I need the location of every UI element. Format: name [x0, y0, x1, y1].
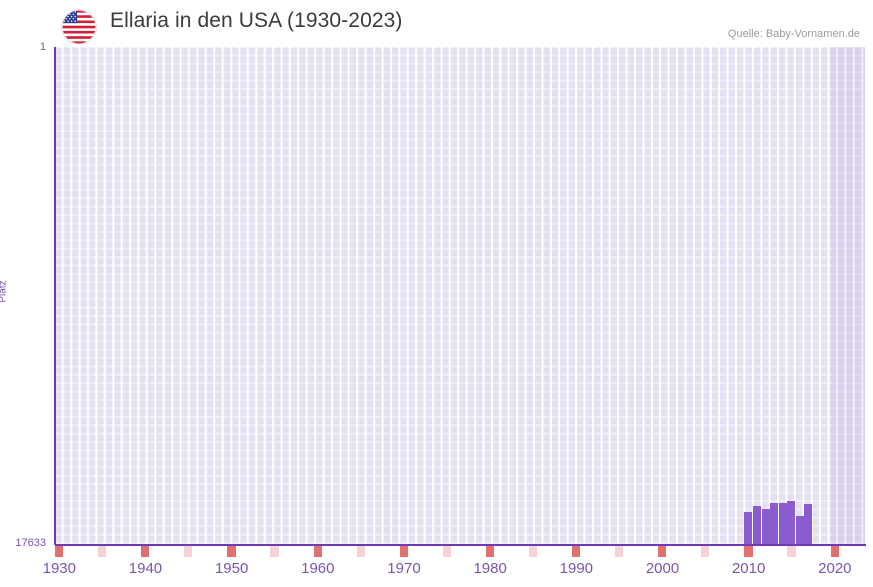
x-tick-1965 — [356, 546, 365, 557]
x-tick-1960 — [313, 546, 322, 557]
bar-2022[interactable] — [804, 504, 812, 545]
x-tick-2015 — [787, 546, 796, 557]
x-tick-1930 — [55, 546, 64, 557]
x-tick-1980 — [485, 546, 495, 557]
x-axis-label-2010: 2010 — [731, 560, 766, 577]
bar-2021[interactable] — [796, 516, 804, 545]
bar-series — [55, 47, 865, 545]
y-axis-bottom-label: 17633 — [15, 537, 46, 549]
x-tick-1995 — [615, 546, 624, 557]
y-axis-top-label: 1 — [39, 41, 46, 53]
x-axis-line — [55, 544, 866, 546]
bar-2016[interactable] — [753, 506, 761, 545]
x-axis-label-1930: 1930 — [42, 560, 76, 577]
x-axis-label-1950: 1950 — [214, 560, 249, 577]
x-axis-label-1940: 1940 — [128, 560, 163, 577]
chart-header: Ellaria in den USA (1930-2023) Quelle: B… — [0, 0, 873, 47]
x-axis-tick-marks — [55, 546, 865, 557]
bar-2015[interactable] — [744, 512, 752, 545]
x-tick-2010 — [744, 546, 753, 557]
source-attribution: Quelle: Baby-Vornamen.de — [727, 28, 860, 40]
x-tick-1955 — [270, 546, 279, 557]
x-axis-label-2020: 2020 — [818, 560, 852, 577]
x-tick-1935 — [98, 546, 107, 557]
x-axis-label-1980: 1980 — [473, 560, 507, 577]
y-axis-line — [54, 47, 56, 545]
x-axis-label-1960: 1960 — [301, 560, 335, 577]
x-tick-1990 — [572, 546, 581, 557]
x-tick-1940 — [141, 546, 150, 557]
x-axis-label-2000: 2000 — [645, 560, 680, 577]
x-tick-1950 — [227, 546, 236, 557]
x-tick-1945 — [184, 546, 193, 557]
page-title: Ellaria in den USA (1930-2023) — [110, 9, 403, 32]
grid-lines — [55, 47, 865, 545]
bar-2018[interactable] — [770, 503, 778, 545]
bar-2019[interactable] — [779, 503, 787, 545]
x-axis-label-1970: 1970 — [387, 560, 421, 577]
x-tick-1970 — [399, 546, 408, 557]
x-tick-2005 — [701, 546, 710, 557]
bar-2017[interactable] — [762, 509, 770, 545]
plot-area — [55, 47, 865, 545]
bar-2020[interactable] — [787, 501, 795, 545]
x-tick-2000 — [658, 546, 667, 557]
y-axis-title: Platz — [0, 280, 9, 303]
x-tick-1975 — [442, 546, 451, 557]
x-axis-label-1990: 1990 — [559, 560, 594, 577]
x-tick-2020 — [830, 546, 839, 557]
x-tick-1985 — [528, 546, 538, 557]
us-flag-icon — [62, 10, 96, 44]
